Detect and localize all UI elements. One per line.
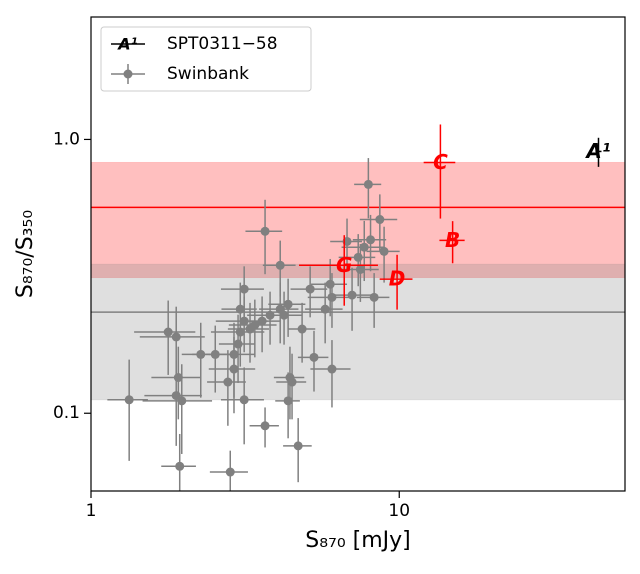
point [375, 215, 385, 225]
point [305, 284, 315, 294]
point [177, 396, 187, 406]
point [347, 290, 357, 300]
plot-frame [90, 16, 626, 492]
point [366, 235, 376, 245]
point [320, 304, 330, 314]
point [369, 292, 379, 302]
plot-area: A¹ B C D G [91, 124, 625, 491]
point [283, 299, 293, 309]
legend-marker [123, 69, 133, 79]
point [171, 332, 181, 342]
point [353, 252, 363, 262]
point [239, 316, 249, 326]
legend-label: Swinbank [167, 64, 249, 84]
legend-box [100, 26, 312, 92]
point [265, 310, 275, 320]
point [223, 377, 233, 387]
legend-label: SPT0311−58 [167, 34, 278, 54]
point-label: C [433, 150, 448, 174]
point [309, 352, 319, 362]
point [239, 284, 249, 294]
point [124, 395, 134, 405]
point-label: A¹ [584, 139, 610, 163]
point [257, 316, 267, 326]
y-tick-label: 1.0 [53, 129, 80, 149]
point [233, 339, 243, 349]
x-tick-label: 1 [86, 501, 97, 521]
point [239, 395, 249, 405]
point [163, 327, 173, 337]
point [229, 349, 239, 359]
point [210, 349, 220, 359]
legend-marker: A¹ [116, 35, 137, 54]
point [297, 324, 307, 334]
point [225, 467, 235, 477]
point [235, 327, 245, 337]
point [283, 396, 293, 406]
point-label: B [445, 228, 460, 252]
point [196, 349, 206, 359]
point [359, 242, 369, 252]
point [355, 264, 365, 274]
x-tick-label: 10 [388, 501, 410, 521]
point [327, 364, 337, 374]
y-axis-label: S₈₇₀/S₃₅₀ [13, 210, 38, 298]
point [173, 373, 183, 383]
point [229, 364, 239, 374]
point [325, 279, 335, 289]
point [293, 441, 303, 451]
point [250, 320, 260, 330]
point [275, 260, 285, 270]
x-axis-label: S₈₇₀ [mJy] [305, 528, 411, 553]
point-label: D [389, 267, 406, 291]
point [260, 226, 270, 236]
point [235, 304, 245, 314]
point [175, 461, 185, 471]
point [327, 292, 337, 302]
point [287, 377, 297, 387]
point [363, 179, 373, 189]
point [279, 310, 289, 320]
point [379, 246, 389, 256]
y-tick-label: 0.1 [53, 403, 80, 423]
point [260, 421, 270, 431]
point-label: G [336, 253, 352, 277]
